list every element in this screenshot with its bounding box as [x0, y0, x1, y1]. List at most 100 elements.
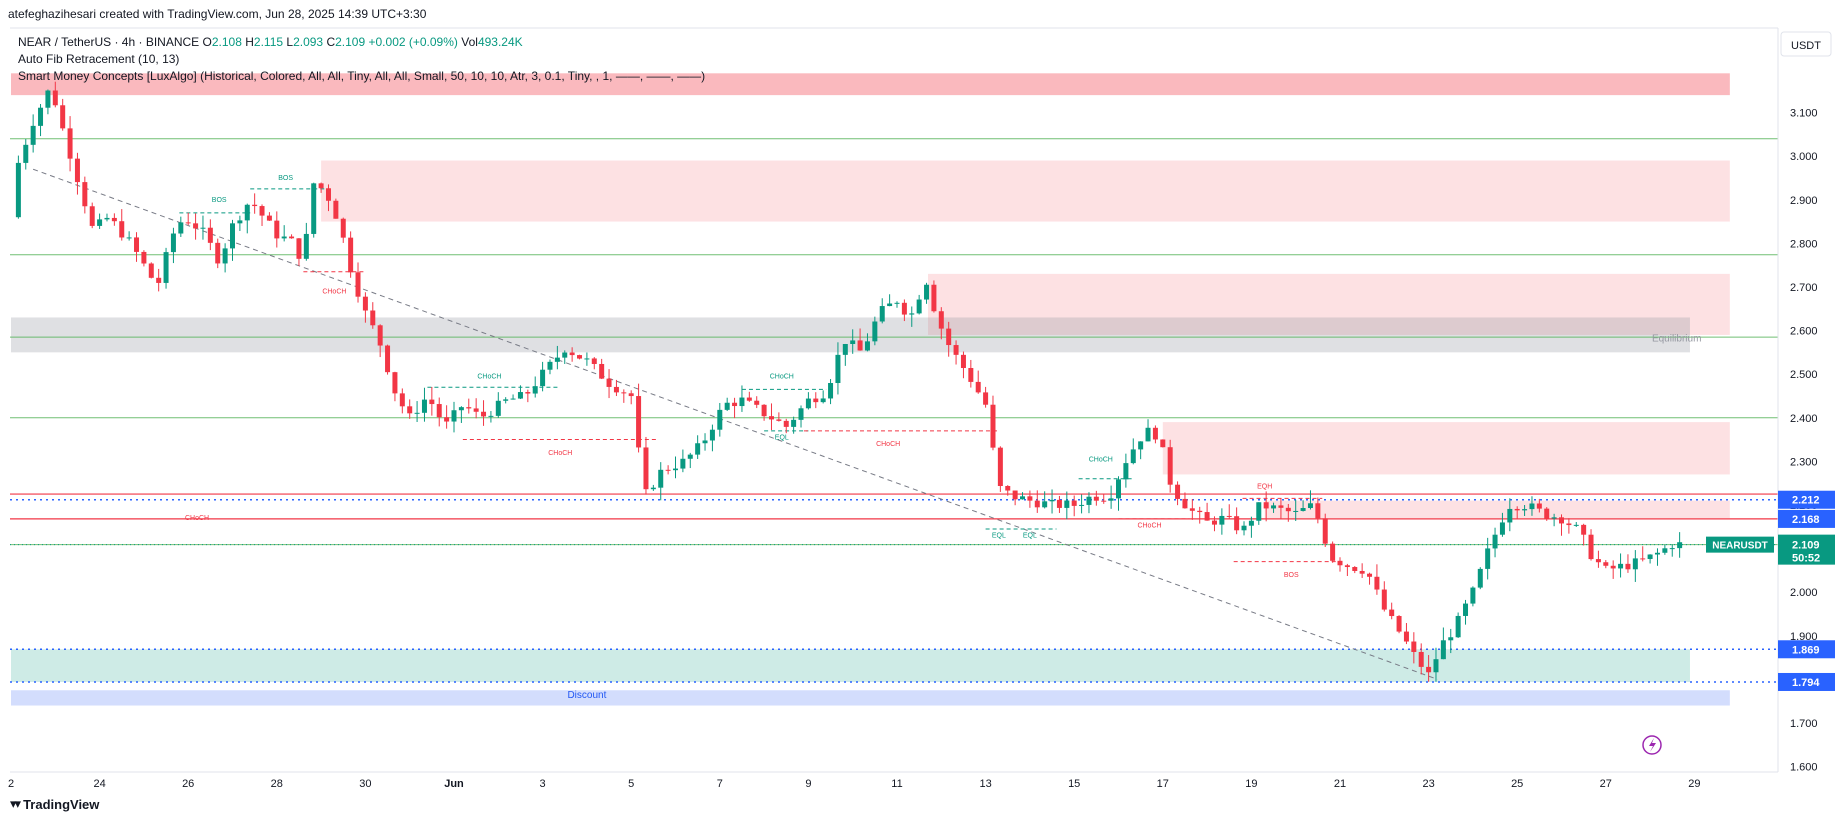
low-label: L	[286, 35, 294, 49]
price-tag-1869: 1.869	[1792, 644, 1820, 656]
candle-body	[370, 310, 376, 326]
candle-body	[215, 242, 221, 264]
candle-body	[1300, 508, 1306, 511]
candle-body	[52, 90, 58, 106]
candle-body	[1049, 499, 1055, 502]
candle-body	[673, 468, 678, 471]
time-axis[interactable]: 2 24 26 28 30 Jun 3 5 7 9 11 13 15 17 19 21 23 25 27 29	[8, 771, 1778, 790]
candle-body	[444, 417, 450, 422]
candle-body	[289, 236, 295, 239]
candle-body	[1241, 525, 1247, 531]
candle-body	[200, 227, 206, 229]
zone-discount	[11, 690, 1730, 706]
time-tick-label: 21	[1334, 778, 1346, 790]
candle-body	[1197, 510, 1203, 513]
candle-body	[1640, 558, 1646, 560]
smc-label-eql: EQL	[775, 435, 789, 442]
candle-body	[111, 217, 117, 222]
candle-body	[702, 440, 708, 444]
candle-body	[89, 206, 95, 226]
candle-body	[1167, 447, 1173, 485]
candle-body	[1330, 543, 1336, 561]
legend-ohlc-row: NEAR / TetherUS · 4h · BINANCE O2.108 H2…	[18, 34, 705, 51]
candle-body	[1204, 512, 1210, 521]
candle-body	[495, 400, 501, 416]
candle-body	[451, 410, 457, 422]
brand-name: TradingView	[23, 796, 100, 812]
candle-body	[1263, 502, 1269, 509]
candle-body	[385, 345, 391, 373]
candle-body	[768, 416, 774, 420]
candle-body	[938, 311, 944, 329]
candle-body	[119, 221, 125, 238]
candle-body	[717, 409, 723, 430]
time-tick-label: 24	[93, 778, 105, 790]
candle-body	[1344, 565, 1350, 568]
candle-body	[1529, 503, 1535, 510]
zone-supply-4	[1264, 500, 1730, 519]
tradingview-brand[interactable]: ▾▾ TradingView	[10, 796, 99, 812]
candle-body	[1507, 508, 1513, 523]
time-tick-label: 27	[1600, 778, 1612, 790]
candle-body	[916, 299, 922, 314]
candle-body	[1042, 501, 1048, 508]
candle-body	[835, 354, 841, 384]
zone-equilibrium	[11, 317, 1690, 353]
price-tick-label: 2.400	[1790, 413, 1818, 425]
candle-body	[1485, 548, 1491, 569]
high-value: 2.115	[253, 35, 284, 49]
candle-body	[591, 358, 597, 364]
candle-body	[1116, 479, 1121, 499]
candle-body	[1285, 507, 1291, 512]
smc-label-equilibrium: Equilibrium	[1652, 333, 1701, 344]
candle-body	[901, 302, 907, 315]
candle-body	[510, 398, 516, 400]
candle-body	[1536, 503, 1542, 509]
candle-body	[1256, 502, 1262, 521]
currency-button[interactable]	[1780, 31, 1832, 57]
candle-body	[665, 469, 671, 471]
time-tick-label: 28	[271, 778, 283, 790]
price-axis[interactable]: USDT 3.100 3.000 2.900 2.800 2.700 2.600 2.500 2…	[10, 27, 1835, 774]
smc-label-choch: CHoCH	[876, 441, 900, 448]
candle-body	[193, 223, 199, 229]
candle-body	[1248, 520, 1254, 526]
smc-label-eql: EQL	[992, 533, 1006, 540]
indicator-smc[interactable]: Smart Money Concepts [LuxAlgo] (Historic…	[18, 69, 706, 83]
candle-body	[1359, 570, 1365, 574]
time-tick-label: 29	[1688, 778, 1700, 790]
candle-body	[97, 219, 103, 226]
candle-body	[1544, 508, 1550, 519]
time-tick-label: 30	[359, 778, 371, 790]
candle-body	[857, 340, 863, 351]
candle-body	[178, 222, 184, 234]
candle-body	[746, 397, 752, 401]
candle-body	[311, 183, 317, 234]
candle-body	[1411, 641, 1417, 652]
candle-body	[1226, 515, 1232, 517]
candle-body	[1145, 427, 1151, 442]
price-tag-1794: 1.794	[1792, 677, 1820, 689]
candle-body	[82, 182, 88, 207]
candle-body	[820, 398, 826, 403]
price-tag-2212-bg	[1778, 490, 1835, 509]
candle-body	[141, 251, 147, 264]
candle-body	[207, 227, 213, 243]
price-tag-1869-bg	[1778, 640, 1835, 659]
candle-body	[724, 402, 730, 410]
candle-body	[67, 128, 73, 159]
candle-body	[185, 222, 191, 224]
close-label: C	[326, 35, 336, 49]
candle-body	[1647, 554, 1653, 559]
candle-body	[1367, 573, 1373, 577]
indicator-fib[interactable]: Auto Fib Retracement (10, 13)	[18, 52, 180, 66]
lightning-icon[interactable]	[1642, 735, 1662, 755]
candle-body	[252, 204, 258, 207]
time-tick-label: 2	[8, 778, 14, 790]
candle-body	[931, 284, 937, 312]
candle-body	[1152, 427, 1158, 440]
symbol-title[interactable]: NEAR / TetherUS · 4h · BINANCE	[18, 35, 200, 49]
candle-body	[650, 487, 656, 490]
lines-layer	[10, 138, 1778, 683]
